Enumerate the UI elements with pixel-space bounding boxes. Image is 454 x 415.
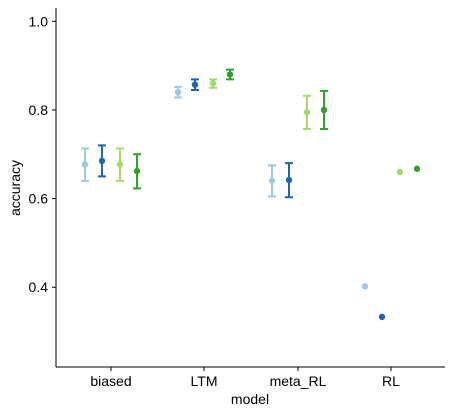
data-point [303, 108, 311, 116]
y-tick-label: 1.0 [29, 13, 49, 29]
data-point [209, 80, 217, 87]
data-point [396, 168, 404, 176]
plot-area [81, 68, 421, 321]
x-tick-label: RL [382, 373, 400, 389]
data-point [133, 167, 141, 175]
data-point [413, 165, 421, 173]
data-point [116, 161, 124, 168]
data-point [268, 177, 276, 185]
y-tick-label: 0.8 [29, 102, 49, 118]
y-tick-label: 0.4 [29, 279, 49, 295]
data-point [98, 157, 106, 165]
data-point [191, 81, 199, 88]
series-group [81, 85, 369, 290]
data-point [361, 283, 369, 290]
data-point [320, 106, 328, 114]
data-point [226, 71, 234, 78]
x-tick-label: biased [90, 373, 131, 389]
data-point [285, 176, 293, 184]
data-point [378, 313, 386, 321]
y-axis-label: accuracy [7, 160, 23, 216]
y-axis-ticks: 0.4 0.6 0.8 1.0 [29, 13, 56, 295]
y-tick-label: 0.6 [29, 191, 49, 207]
series-group [98, 78, 386, 321]
data-point [81, 161, 89, 168]
series-group [116, 78, 404, 182]
series-group [133, 68, 421, 190]
x-tick-label: LTM [191, 373, 218, 389]
x-axis-label: model [231, 391, 269, 407]
data-point [174, 89, 182, 96]
x-axis-ticks: biased LTM meta_RL RL [90, 367, 400, 389]
x-tick-label: meta_RL [270, 373, 327, 389]
